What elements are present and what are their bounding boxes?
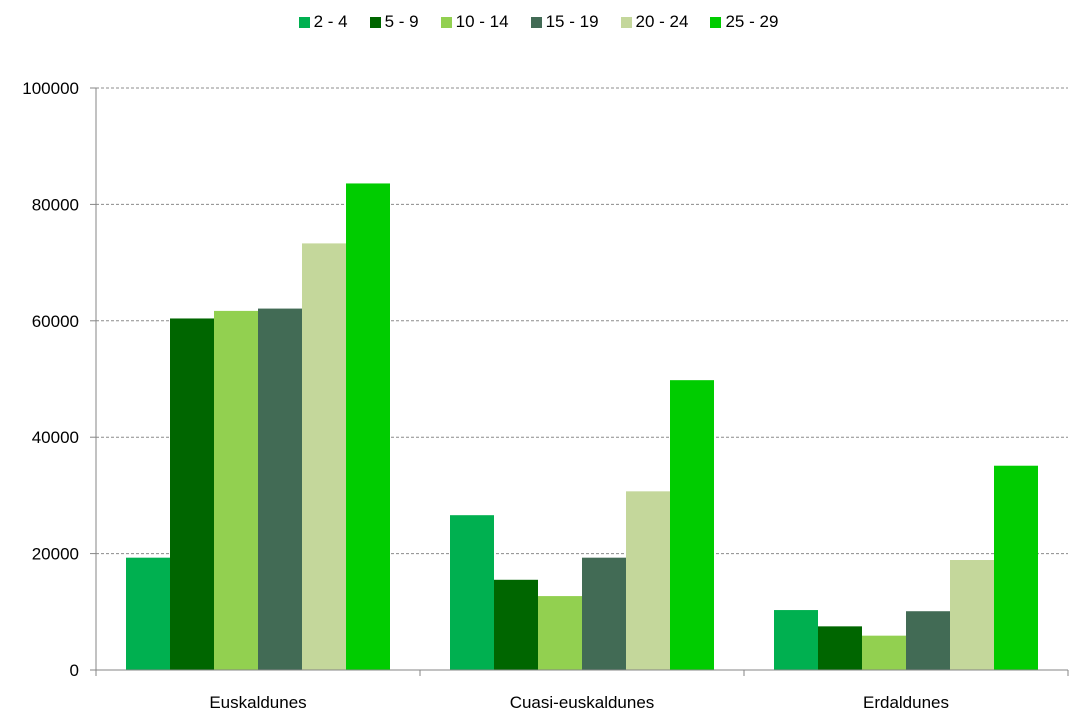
legend-swatch (369, 16, 381, 28)
legend-item: 25 - 29 (710, 12, 778, 32)
x-category-label: Erdaldunes (863, 693, 949, 712)
legend-item: 10 - 14 (440, 12, 509, 32)
legend-label: 2 - 4 (313, 12, 348, 31)
y-tick-label: 60000 (32, 312, 79, 331)
bar (214, 310, 258, 670)
bar (950, 560, 994, 670)
axes (90, 87, 1069, 676)
y-tick-label: 80000 (32, 195, 79, 214)
bar (302, 243, 346, 671)
legend-label: 20 - 24 (635, 12, 689, 31)
legend-label: 15 - 19 (545, 12, 599, 31)
bar (818, 626, 862, 670)
legend-item: 20 - 24 (620, 12, 689, 32)
legend-item: 2 - 4 (298, 12, 348, 32)
legend-item: 5 - 9 (369, 12, 419, 32)
bar (170, 318, 214, 670)
bar (538, 596, 582, 670)
bar (126, 557, 170, 670)
chart-legend: 2 - 4 5 - 9 10 - 14 15 - 19 20 - 24 25 - 29 (0, 8, 1077, 36)
bar (626, 491, 670, 670)
bar (906, 611, 950, 670)
legend-label: 5 - 9 (384, 12, 419, 31)
bar (582, 557, 626, 670)
legend-label: 10 - 14 (455, 12, 509, 31)
legend-swatch (440, 16, 452, 28)
bars (126, 183, 1038, 671)
x-category-label: Euskaldunes (209, 693, 306, 712)
bar (258, 308, 302, 670)
bar (450, 515, 494, 670)
x-category-labels: Euskaldunes Cuasi-euskaldunes Erdaldunes (209, 693, 949, 712)
legend-item: 15 - 19 (530, 12, 599, 32)
legend-swatch (530, 16, 542, 28)
bar (494, 579, 538, 670)
bar (994, 465, 1038, 670)
y-tick-label: 20000 (32, 545, 79, 564)
x-category-label: Cuasi-euskaldunes (510, 693, 655, 712)
y-tick-label: 0 (70, 661, 79, 680)
y-tick-labels: 0 20000 40000 60000 80000 100000 (22, 79, 79, 680)
y-tick-label: 40000 (32, 428, 79, 447)
legend-label: 25 - 29 (725, 12, 779, 31)
bar (774, 610, 818, 670)
legend-swatch (710, 16, 722, 28)
bar (670, 380, 714, 670)
bar (346, 183, 390, 670)
y-tick-label: 100000 (22, 79, 79, 98)
legend-swatch (298, 16, 310, 28)
legend-swatch (620, 16, 632, 28)
bar (862, 635, 906, 670)
